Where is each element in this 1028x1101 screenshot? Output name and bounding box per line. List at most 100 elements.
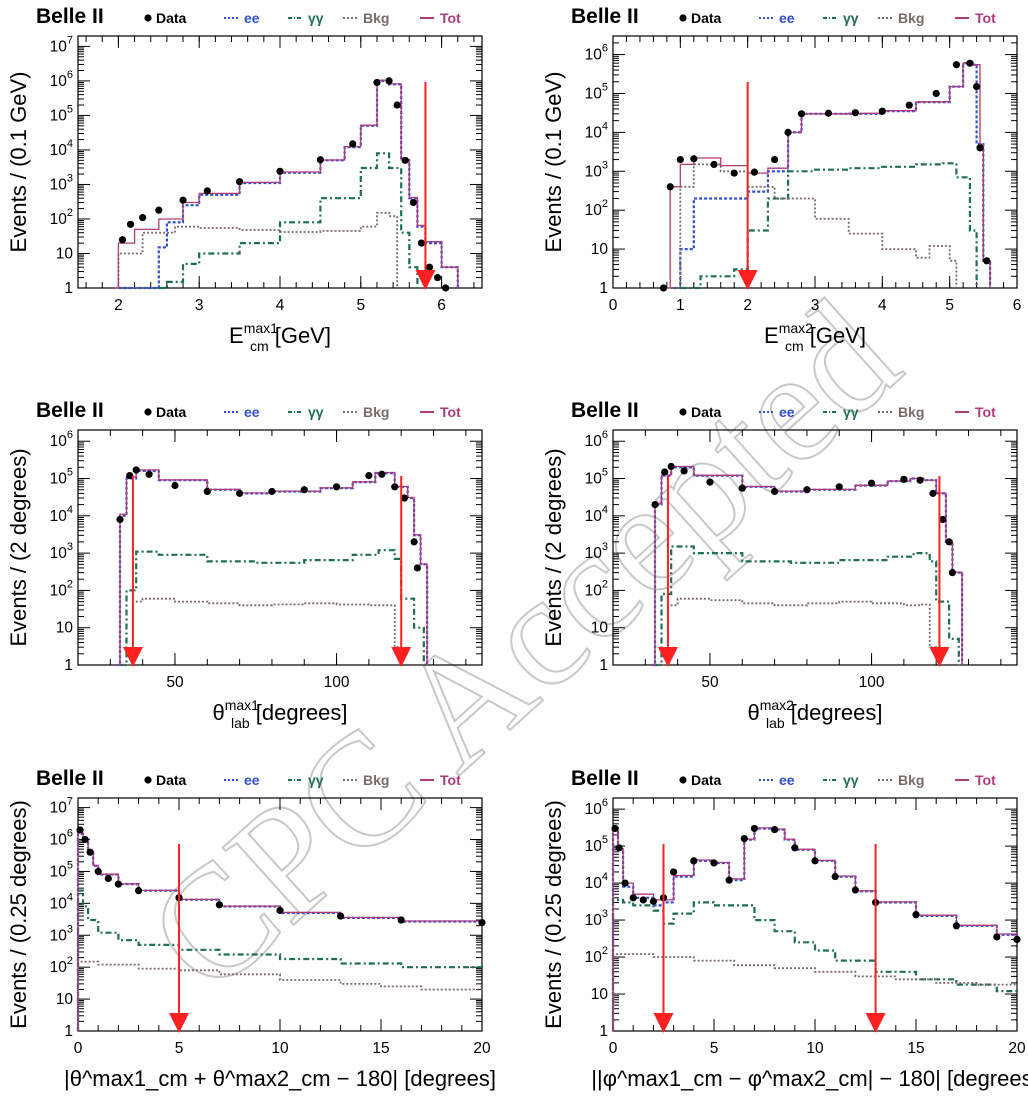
data-point [118,236,127,244]
y-tick-label: 10 [56,620,74,637]
data-point [236,178,244,186]
data-point [900,475,908,483]
x-title-sub: lab [766,715,785,731]
legend-label: Bkg [898,10,924,26]
legend-marker-data [679,408,687,416]
legend-label: γγ [843,772,859,788]
collaboration-label: Belle II [571,399,639,422]
y-tick-label: 104 [50,504,73,525]
legend-label: Tot [440,772,461,788]
data-point [952,922,961,930]
data-point [661,468,669,476]
y-tick-label: 106 [50,69,73,90]
series-bkg-line [673,163,958,289]
data-point [803,486,811,494]
y-tick-label: 104 [50,891,73,912]
data-point [831,872,839,881]
data-point [349,140,357,148]
x-tick-label: 15 [372,1040,389,1057]
data-point [478,918,486,927]
data-point [740,834,748,843]
y-axis: 1 10 102 103 104 105 106 [585,35,1017,297]
y-tick-label: 105 [50,467,73,488]
y-tick-label: 10 [591,241,609,258]
legend: Data ee γγ Bkg Tot [144,404,461,420]
data-point [878,107,886,115]
x-title-sup: max1 [225,697,259,713]
data-point [378,470,386,478]
x-axis: 0 5 10 15 20 [74,798,491,1057]
data-point [976,144,984,152]
data-point [621,879,629,887]
data-point [391,483,399,491]
series-group [116,466,429,667]
watermark: CPC Accepted [113,265,931,1027]
cut-arrows [657,476,950,667]
data-point [316,156,324,164]
y-tick-label: 107 [50,34,73,55]
data-point [791,844,799,852]
data-point [425,263,434,271]
x-tick-label: 10 [806,1040,824,1057]
data-point [824,109,833,117]
y-tick-label: 106 [585,797,608,818]
data-point [649,897,658,905]
y-tick-label: 102 [585,945,608,966]
y-tick-exponent: 2 [602,198,608,210]
series-gamma-gamma-line [680,162,978,290]
data-point [639,896,647,904]
y-tick-label: 105 [585,81,608,102]
panel-6: 1 10 102 103 104 105 106 0 5 10 15 20 Belle II Data ee… [541,767,1028,1091]
x-tick-label: 3 [195,297,204,314]
data-point [867,479,876,487]
y-axis: 1 10 102 103 104 105 106 107 [50,34,482,297]
data-point [651,500,659,509]
legend-marker-data [679,776,687,784]
data-point [385,77,393,85]
x-axis-title: θmax1 lab [degrees] [212,697,347,731]
data-point [179,196,187,204]
data-point [104,874,112,883]
data-point [738,484,746,492]
data-point [851,109,860,117]
y-tick-label: 106 [50,429,73,450]
data-point [203,487,211,496]
data-point [929,489,937,497]
x-tick-label: 100 [324,674,350,691]
y-tick-exponent: 6 [602,797,608,809]
series-ee-line [118,79,459,290]
data-point [135,887,143,895]
series-bkg-line [658,597,938,666]
legend-label: Tot [975,772,996,788]
data-point [76,826,84,834]
data-point [132,466,140,474]
y-tick-label: 104 [585,871,608,892]
x-axis: 50 100 [612,430,1002,691]
legend-label: γγ [308,404,324,420]
data-point [171,481,179,490]
y-tick-label: 105 [50,103,73,124]
y-tick-label: 1 [64,657,73,674]
series-ee-line [116,469,429,667]
y-tick-label: 10 [591,986,609,1003]
data-point [114,880,122,888]
y-tick-exponent: 5 [67,859,73,871]
data-point [373,78,381,87]
watermark-text: CPC Accepted [114,266,930,1026]
legend-label: Bkg [363,404,389,420]
series-group [114,77,459,292]
y-tick-exponent: 4 [602,504,608,516]
series-gamma-gamma-line [76,889,484,1031]
x-tick-label: 3 [811,297,820,314]
y-tick-label: 103 [50,172,73,193]
series-group [659,59,992,292]
legend-label: Tot [975,10,996,26]
data-point [126,220,135,228]
data-point [401,156,409,164]
y-tick-exponent: 2 [67,578,73,590]
y-tick-exponent: 6 [67,429,73,441]
y-tick-label: 103 [585,908,608,929]
data-point [81,835,89,844]
